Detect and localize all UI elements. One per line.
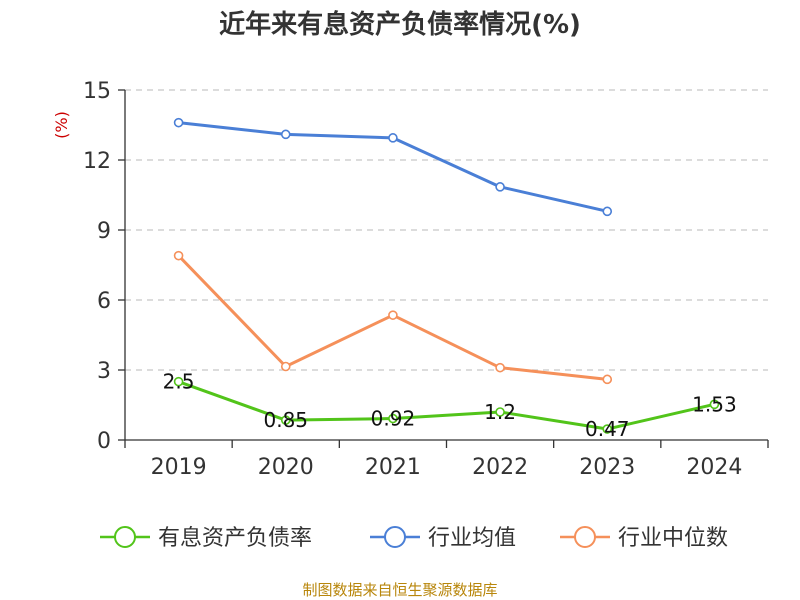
data-point — [495, 182, 505, 192]
x-tick-label: 2024 — [686, 455, 742, 480]
x-tick-label: 2019 — [151, 455, 207, 480]
legend-label: 有息资产负债率 — [158, 526, 312, 551]
series-line — [178, 380, 715, 431]
data-point — [173, 117, 184, 128]
data-point — [280, 129, 291, 140]
data-point — [173, 376, 184, 387]
y-tick-label: 9 — [97, 219, 111, 244]
series-group: 2.5 0.85 0.92 1.2 0.47 1.53 — [163, 117, 737, 441]
series-2 — [173, 250, 613, 385]
data-point — [173, 250, 184, 261]
legend-label: 行业均值 — [428, 526, 516, 551]
data-point — [388, 413, 398, 424]
data-label: 0.92 — [371, 407, 416, 431]
y-tick-label: 0 — [97, 429, 111, 454]
data-point — [709, 399, 720, 410]
legend-item-0[interactable]: 有息资产负债率 — [100, 526, 312, 551]
y-tick-label: 12 — [83, 149, 111, 174]
legend-marker — [114, 526, 136, 548]
legend[interactable]: 有息资产负债率 行业均值 行业中位数 — [100, 526, 728, 551]
data-point — [495, 362, 505, 373]
x-tick-label: 2021 — [365, 455, 421, 480]
series-1 — [173, 117, 613, 217]
chart-title: 近年来有息资产负债率情况(%) — [219, 9, 581, 40]
legend-item-2[interactable]: 行业中位数 — [560, 526, 728, 551]
gridlines — [125, 89, 768, 371]
axes: 0 3 6 9 12 15 2019 2020 2021 2022 2023 2024 — [83, 79, 769, 480]
data-point — [495, 407, 505, 417]
x-tick-label: 2022 — [472, 455, 528, 480]
data-label: 2.5 — [163, 370, 195, 394]
data-point — [602, 206, 613, 217]
data-label: 0.47 — [585, 417, 630, 441]
data-label: 1.2 — [484, 400, 516, 424]
y-tick-label: 3 — [97, 359, 111, 384]
legend-label: 行业中位数 — [618, 526, 728, 551]
legend-item-1[interactable]: 行业均值 — [370, 526, 516, 551]
series-0: 2.5 0.85 0.92 1.2 0.47 1.53 — [163, 370, 737, 441]
data-point — [602, 374, 613, 385]
data-source-note: 制图数据来自恒生聚源数据库 — [302, 581, 497, 599]
legend-marker — [384, 526, 406, 548]
data-point — [388, 310, 398, 320]
y-axis-label: (%) — [52, 111, 71, 139]
data-point — [602, 424, 613, 434]
y-tick-label: 6 — [97, 289, 111, 314]
data-point — [388, 133, 398, 143]
data-label: 1.53 — [692, 392, 737, 416]
data-point — [280, 361, 291, 372]
data-point — [280, 415, 291, 425]
x-tick-label: 2020 — [258, 455, 314, 480]
y-tick-label: 15 — [83, 79, 111, 104]
x-tick-label: 2023 — [579, 455, 635, 480]
legend-marker — [574, 526, 596, 548]
data-label: 0.85 — [263, 408, 308, 432]
